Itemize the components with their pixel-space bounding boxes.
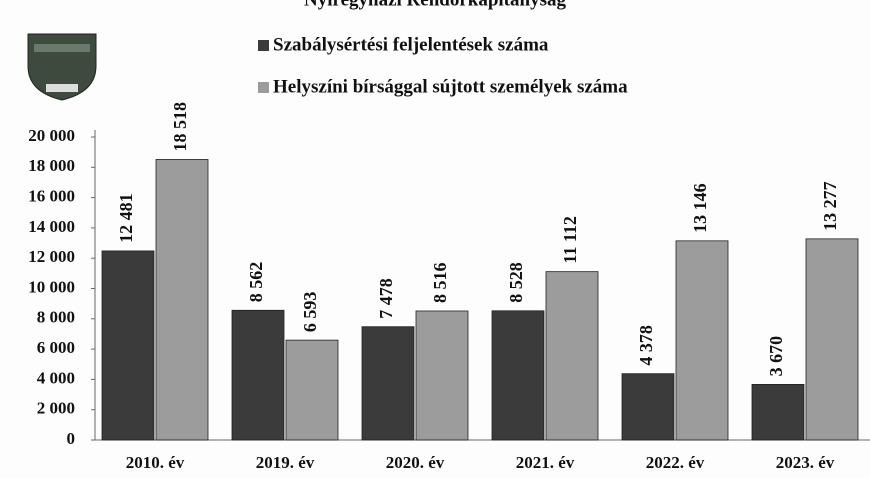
x-tick-label: 2010. év [126, 453, 185, 472]
bar [546, 272, 598, 440]
bar [676, 241, 728, 440]
y-tick-label: 20 000 [28, 126, 75, 145]
data-label: 3 670 [766, 336, 786, 377]
y-tick-label: 2 000 [37, 399, 75, 418]
x-tick-label: 2020. év [386, 453, 445, 472]
y-tick-label: 10 000 [28, 277, 75, 296]
data-label: 18 518 [170, 102, 190, 152]
y-tick-label: 4 000 [37, 368, 75, 387]
data-label: 6 593 [300, 292, 320, 333]
y-tick-label: 18 000 [28, 156, 75, 175]
data-label: 4 378 [636, 325, 656, 366]
legend-swatch [258, 40, 269, 51]
bar [806, 239, 858, 440]
bar [232, 310, 284, 440]
legend-label: Szabálysértési feljelentések száma [273, 34, 549, 55]
bar [102, 251, 154, 440]
data-label: 8 562 [246, 262, 266, 303]
data-label: 8 516 [430, 262, 450, 303]
data-label: 12 481 [116, 193, 136, 243]
x-tick-label: 2023. év [776, 453, 835, 472]
bar [416, 311, 468, 440]
x-tick-label: 2019. év [256, 453, 315, 472]
y-tick-label: 12 000 [28, 247, 75, 266]
bar [362, 327, 414, 440]
page: Nyíregyházi Rendőrkapitányság 0 2 000 4 00… [0, 0, 870, 478]
bar [492, 311, 544, 440]
legend-swatch [258, 82, 269, 93]
data-label: 13 146 [690, 183, 710, 233]
y-tick-label: 0 [67, 429, 76, 448]
y-tick-label: 8 000 [37, 308, 75, 327]
data-label: 13 277 [820, 181, 840, 231]
data-label: 7 478 [376, 278, 396, 319]
chart-title: Nyíregyházi Rendőrkapitányság [304, 0, 566, 10]
bar [286, 340, 338, 440]
chart: Nyíregyházi Rendőrkapitányság 0 2 000 4 00… [0, 0, 870, 478]
data-label: 8 528 [506, 262, 526, 303]
y-tick-label: 14 000 [28, 217, 75, 236]
legend-label: Helyszíni bírsággal sújtott személyek sz… [273, 76, 628, 97]
y-tick-label: 6 000 [37, 338, 75, 357]
bar [156, 159, 208, 440]
bar [752, 384, 804, 440]
bar [622, 374, 674, 440]
x-tick-label: 2022. év [646, 453, 705, 472]
data-label: 11 112 [560, 216, 580, 264]
y-tick-label: 16 000 [28, 187, 75, 206]
x-tick-label: 2021. év [516, 453, 575, 472]
